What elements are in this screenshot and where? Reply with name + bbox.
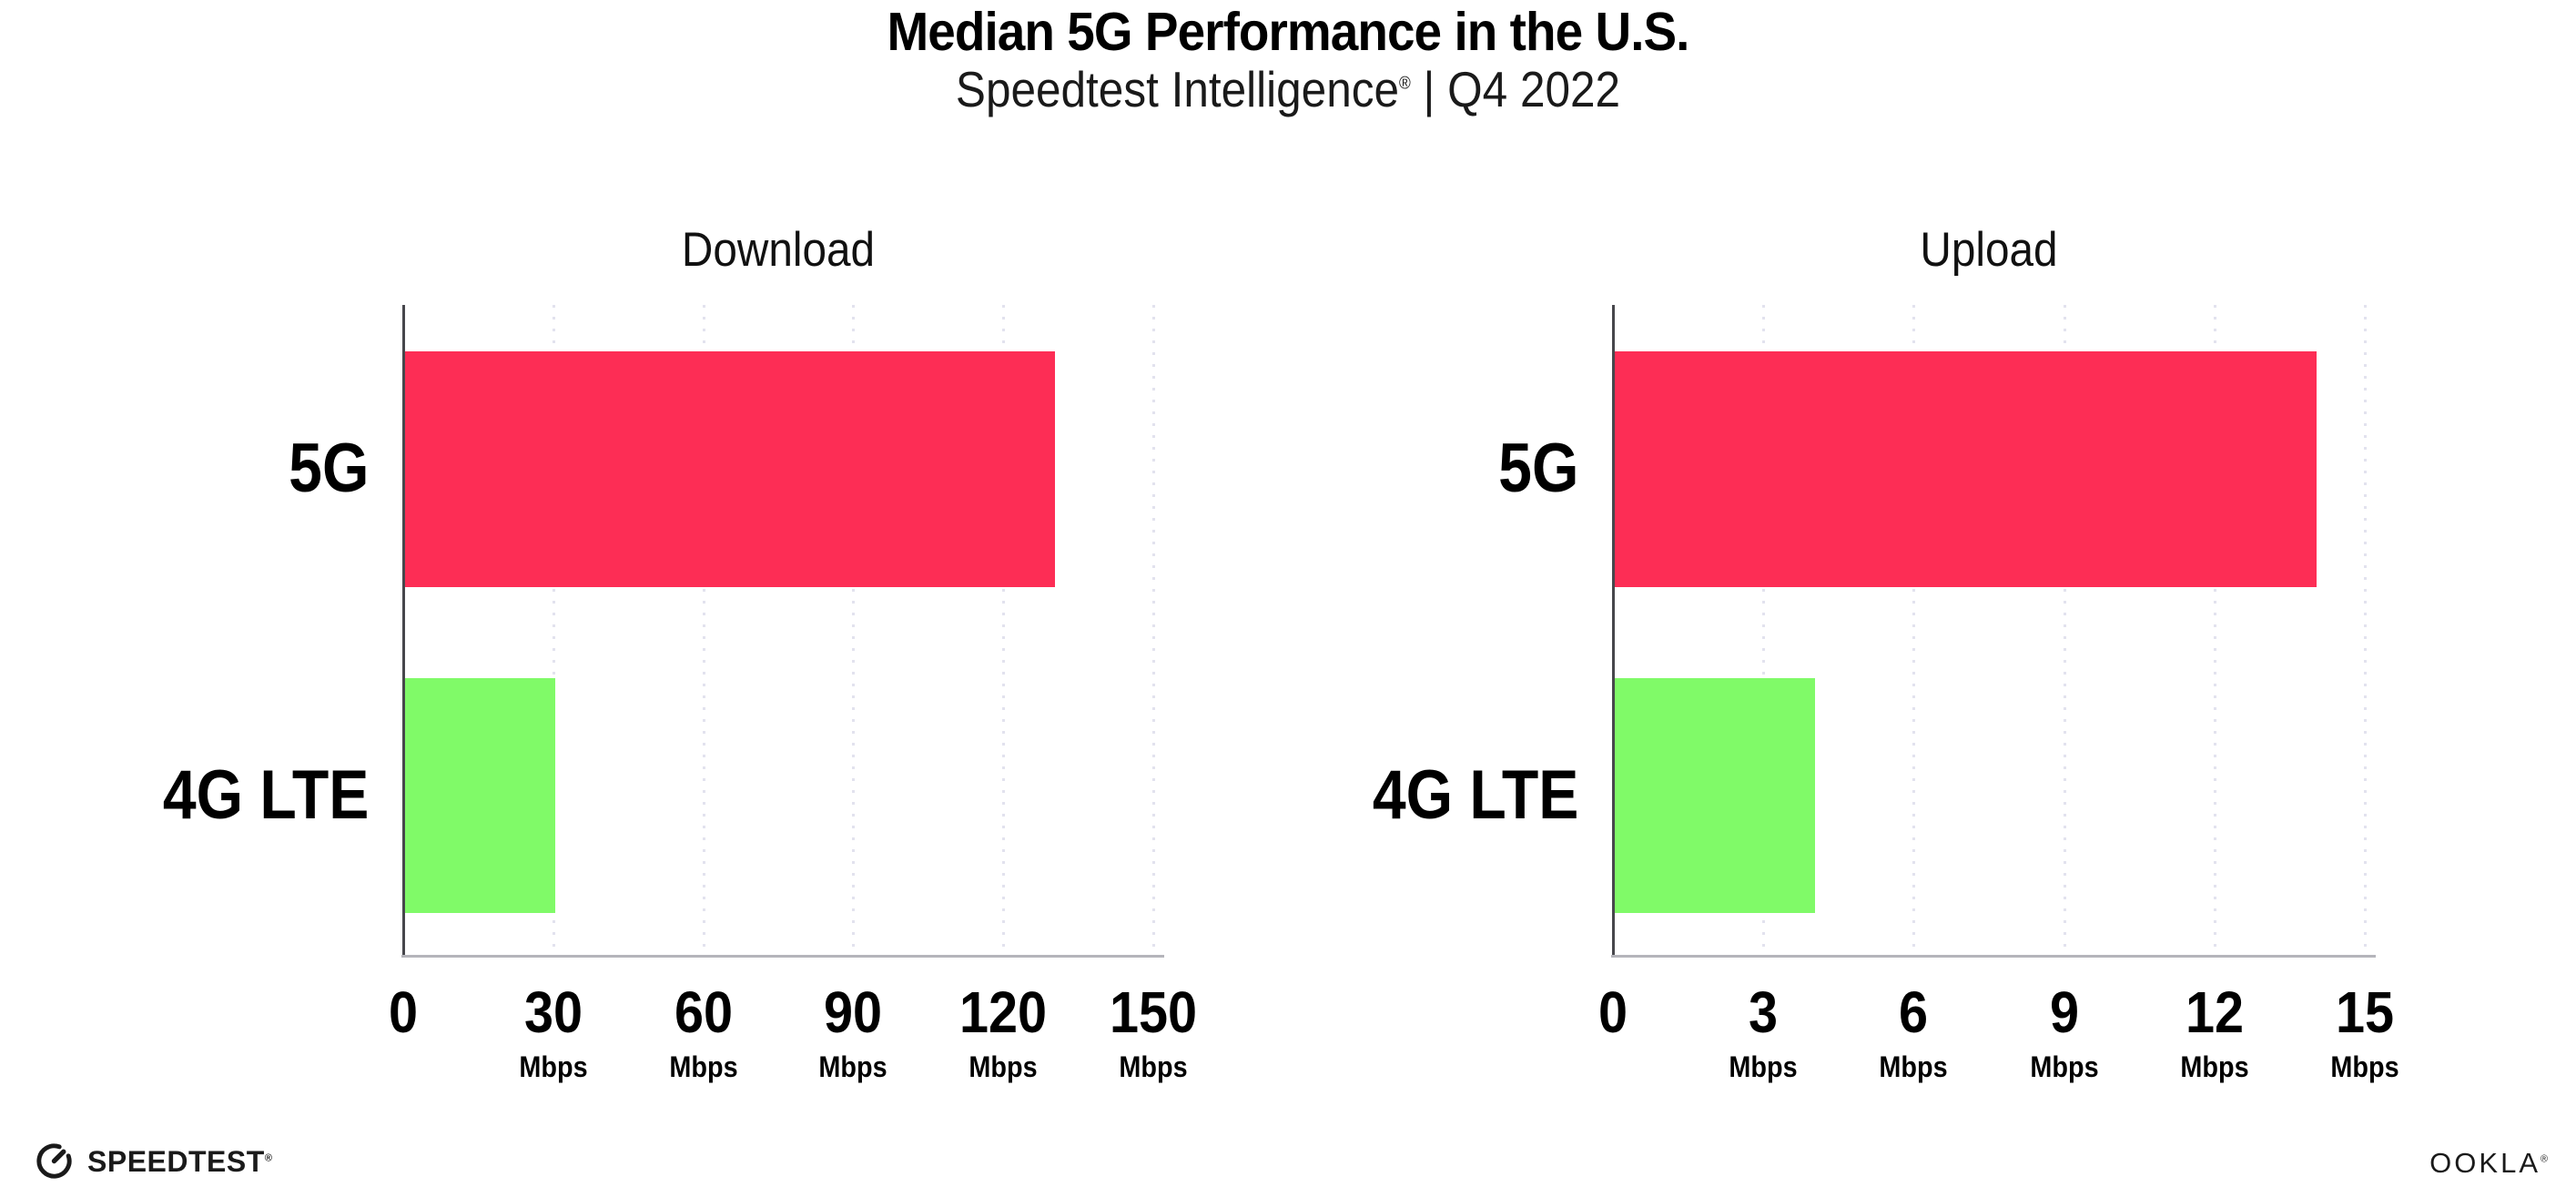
gridline-3 [1762, 305, 1766, 956]
tick-value: 90 [824, 979, 883, 1045]
download-chart-title: Download [681, 223, 876, 277]
tick-unit: Mbps [818, 1050, 887, 1083]
x-tick-9: 9 Mbps [2030, 983, 2098, 1081]
subtitle-period: | Q4 2022 [1410, 61, 1621, 117]
subtitle-brand: Speedtest Intelligence [955, 61, 1400, 117]
x-tick-120: 120 Mbps [959, 983, 1047, 1081]
gridline-6 [1912, 305, 1916, 956]
bar-4g-lte [405, 677, 555, 913]
bar-4g-lte [1615, 677, 1816, 913]
speedtest-wordmark-text: SPEEDTEST [87, 1144, 265, 1178]
download-plot-area: 5G 4G LTE 0 30 Mbps 60 Mbps 90 Mbps 120 Mbps 150 Mbp… [162, 305, 1197, 1081]
page-title: Median 5G Performance in the U.S. [887, 2, 1689, 62]
gridline-9 [2063, 305, 2066, 956]
upload-chart-title: Upload [1920, 223, 2058, 277]
bar-5g [1615, 350, 2317, 587]
tick-value: 0 [1597, 979, 1628, 1045]
x-tick-15: 15 Mbps [2330, 983, 2399, 1081]
tick-value: 60 [674, 979, 733, 1045]
header: Median 5G Performance in the U.S. Speedt… [0, 0, 2576, 115]
x-tick-60: 60 Mbps [669, 983, 737, 1081]
tick-value: 0 [388, 979, 419, 1045]
gridline-150 [1152, 305, 1155, 956]
upload-plot-area: 5G 4G LTE 0 3 Mbps 6 Mbps 9 Mbps 12 Mbps 15 Mbps [1372, 305, 2399, 1081]
speedtest-logo: SPEEDTEST® [33, 1140, 273, 1182]
x-tick-150: 150 Mbps [1110, 983, 1197, 1081]
tick-unit: Mbps [1119, 1050, 1188, 1083]
gridline-15 [2364, 305, 2367, 956]
y-axis-line [402, 305, 405, 956]
gridline-30 [552, 305, 555, 956]
tick-unit: Mbps [2330, 1050, 2399, 1083]
x-tick-30: 30 Mbps [519, 983, 587, 1081]
tick-value: 120 [959, 979, 1048, 1045]
tick-value: 6 [1899, 979, 1929, 1045]
tick-value: 150 [1109, 979, 1198, 1045]
speedtest-registered-mark: ® [264, 1151, 273, 1163]
tick-unit: Mbps [2180, 1050, 2249, 1083]
bar-5g [405, 350, 1056, 587]
tick-unit: Mbps [1879, 1050, 1948, 1083]
x-tick-6: 6 Mbps [1880, 983, 1948, 1081]
x-tick-3: 3 Mbps [1729, 983, 1798, 1081]
x-tick-0: 0 [1598, 983, 1628, 1041]
gridline-90 [852, 305, 856, 956]
registered-mark: ® [1399, 74, 1411, 94]
gridline-12 [2213, 305, 2216, 956]
x-tick-0: 0 [389, 983, 418, 1041]
download-chart: Download 5G 4G LTE 0 30 Mbps 60 Mbps 90 Mbps 120 M… [162, 0, 1197, 1197]
category-label-4g-lte: 4G LTE [162, 756, 369, 834]
tick-value: 3 [1749, 979, 1779, 1045]
tick-unit: Mbps [519, 1050, 588, 1083]
x-axis-line [401, 955, 1164, 958]
gridline-60 [702, 305, 705, 956]
category-label-4g-lte: 4G LTE [1372, 756, 1578, 834]
y-axis-line [1612, 305, 1615, 956]
tick-unit: Mbps [2029, 1050, 2099, 1083]
tick-unit: Mbps [668, 1050, 738, 1083]
tick-value: 12 [2185, 979, 2244, 1045]
tick-unit: Mbps [1729, 1050, 1798, 1083]
ookla-registered-mark: ® [2541, 1153, 2551, 1165]
ookla-logo: OOKLA® [2429, 1149, 2551, 1177]
category-label-5g: 5G [288, 430, 369, 508]
tick-value: 9 [2049, 979, 2079, 1045]
tick-value: 30 [523, 979, 583, 1045]
x-tick-12: 12 Mbps [2180, 983, 2248, 1081]
x-tick-90: 90 Mbps [819, 983, 887, 1081]
speedtest-wordmark: SPEEDTEST® [87, 1147, 273, 1176]
upload-chart: Upload 5G 4G LTE 0 3 Mbps 6 Mbps 9 Mbps 12 Mbps 15 M… [1372, 0, 2399, 1197]
tick-value: 15 [2335, 979, 2395, 1045]
category-label-5g: 5G [1497, 430, 1578, 508]
tick-unit: Mbps [969, 1050, 1038, 1083]
speedtest-gauge-icon [33, 1140, 76, 1182]
x-axis-line [1611, 955, 2376, 958]
ookla-wordmark-text: OOKLA [2429, 1147, 2541, 1179]
gridline-120 [1002, 305, 1006, 956]
page-subtitle: Speedtest Intelligence® | Q4 2022 [129, 65, 2448, 115]
